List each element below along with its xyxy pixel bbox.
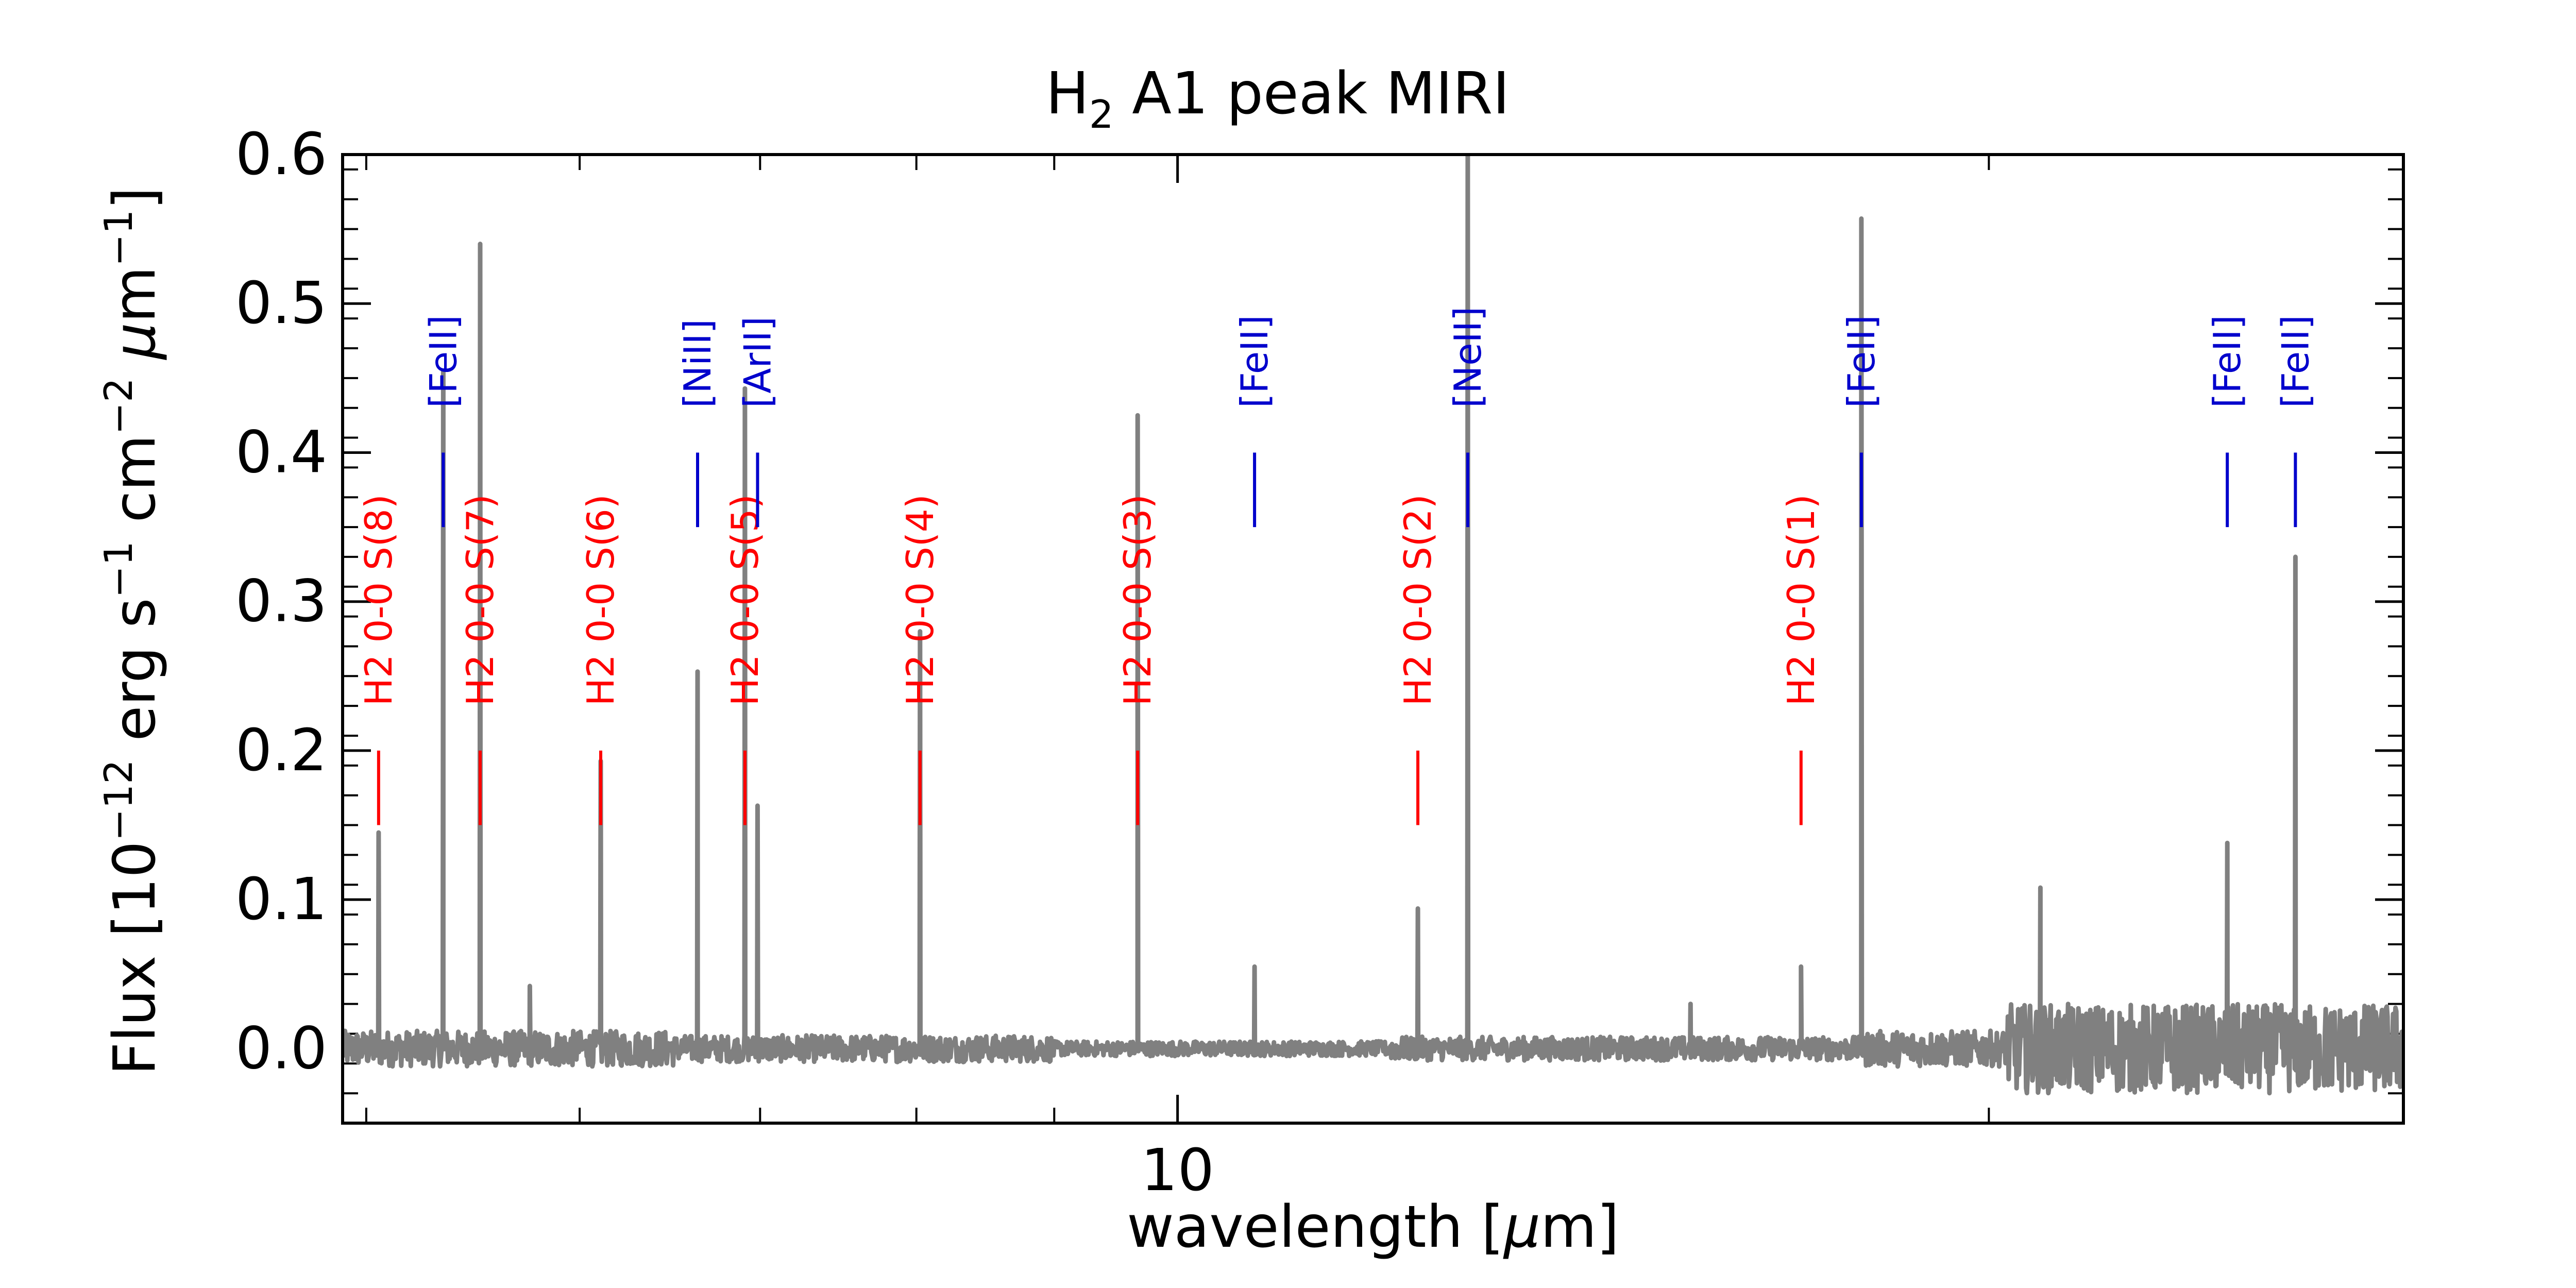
x-label-before: wavelength [ [1127,1194,1504,1261]
y-tick-label: 0.4 [235,419,327,486]
y-tick-label: 0.1 [235,866,327,933]
line-identifications: H2 0-0 S(8) H2 0-0 S(7) H2 0-0 S(6) H2 0-0 … [357,307,2317,825]
x-label-after: m] [1540,1194,1619,1261]
y-label-greek: μ [101,323,168,360]
x-label-greek: μ [1503,1194,1540,1261]
x-tick-label: 10 [1141,1137,1214,1204]
chart-title: H2 A1 peak MIRI [1046,60,1510,137]
y-label-part-1: Flux [10 [101,841,168,1075]
y-label-part-5: m [101,266,168,323]
chart-title-rest: A1 peak MIRI [1114,60,1510,127]
y-label-exp-3: −2 [96,378,141,435]
line-id-label: [FeII] [2206,315,2249,408]
y-label-part-3: cm [101,435,168,541]
line-id-label: H2 0-0 S(8) [357,494,400,706]
y-label-exp-5: −1 [96,210,141,267]
y-tick-label: 0.0 [235,1015,327,1082]
y-label-part-4 [101,360,168,378]
chart-title-main: H [1046,60,1089,127]
line-id-label: H2 0-0 S(5) [723,494,767,706]
y-label-exp-1: −12 [96,759,141,841]
y-tick-label: 0.3 [235,568,327,635]
y-label-exp-2: −1 [96,541,141,598]
y-label-part-6: ] [101,187,168,210]
line-id-label: H2 0-0 S(4) [899,494,942,706]
line-id-label: H2 0-0 S(7) [459,494,502,706]
line-id-label: H2 0-0 S(6) [579,494,622,706]
line-id-label: H2 0-0 S(2) [1396,494,1439,706]
line-id-label: H2 0-0 S(1) [1780,494,1823,706]
x-axis-label: wavelength [μm] [1127,1194,1619,1261]
line-id-label: [FeII] [1840,315,1883,408]
y-tick-label: 0.6 [235,121,327,188]
x-axis-ticks: 10 [365,155,1990,1204]
y-label-part-2: erg s [101,598,168,760]
y-axis-label: Flux [10−12 erg s−1 cm−2 μm−1] [96,187,168,1075]
line-id-label: [NiII] [676,319,719,408]
chart-title-subscript: 2 [1089,92,1114,137]
y-tick-label: 0.5 [235,270,327,337]
line-id-label: [FeII] [421,315,465,408]
line-id-label: [ArII] [736,316,779,408]
line-id-label: [FeII] [2274,315,2317,408]
line-id-label: H2 0-0 S(3) [1116,494,1159,706]
line-id-label: [NeII] [1446,307,1489,408]
y-tick-label: 0.2 [235,717,327,784]
plot-frame [341,153,2405,1125]
line-id-label: [FeII] [1233,315,1276,408]
y-axis-ticks: 0.0 0.1 0.2 0.3 0.4 0.5 0.6 [235,121,2403,1124]
spectrum-series-line [343,155,2403,1096]
